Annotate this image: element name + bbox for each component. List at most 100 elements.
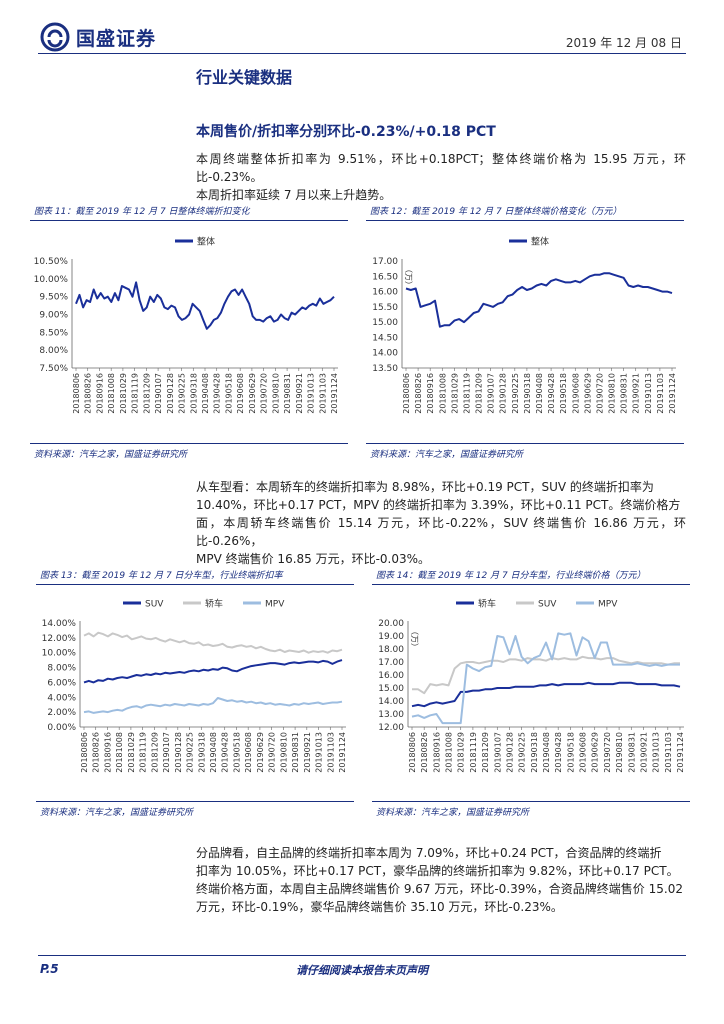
x-tick-label: 20190810 (615, 732, 624, 773)
x-tick-label: 20190408 (535, 373, 544, 414)
x-tick-label: 20190107 (493, 732, 502, 773)
legend-label: SUV (538, 600, 557, 610)
x-tick-label: 20181029 (127, 732, 136, 773)
footer-disclaimer: 请仔细阅读本报告末页声明 (296, 964, 428, 977)
x-tick-label: 20190518 (566, 732, 575, 773)
unit-label: （万） (404, 265, 413, 289)
x-tick-label: 20190629 (248, 373, 257, 414)
y-tick-label: 13.50 (372, 364, 398, 374)
series-line-SUV (83, 659, 343, 684)
x-tick-label: 20190518 (224, 373, 233, 414)
figure-14: 图表 14：截至 2019 年 12 月 7 日分车型，行业终端价格（万元） 1… (372, 566, 690, 818)
header-divider (38, 53, 686, 54)
y-tick-label: 15.00 (372, 318, 398, 328)
y-tick-label: 16.00 (372, 288, 398, 298)
y-tick-label: 16.00 (378, 671, 404, 681)
figure-13: 图表 13：截至 2019 年 12 月 7 日分车型，行业终端折扣率 0.00… (36, 566, 354, 818)
legend-label: 整体 (531, 236, 549, 248)
x-tick-label: 20191124 (338, 732, 347, 773)
y-tick-label: 15.50 (372, 303, 398, 313)
y-tick-label: 10.50% (34, 257, 69, 267)
series-line-MPV (83, 697, 343, 714)
x-tick-label: 20180806 (72, 373, 81, 414)
x-tick-label: 20191103 (656, 373, 665, 414)
paragraph-line: 10.40%，环比+0.17 PCT，MPV 的终端折扣率为 3.39%，环比+… (196, 498, 681, 512)
x-tick-label: 20180826 (92, 732, 101, 773)
x-tick-label: 20181209 (150, 732, 159, 773)
y-tick-label: 4.00% (47, 693, 76, 703)
series-line-轿车 (411, 681, 681, 708)
x-tick-label: 20190428 (547, 373, 556, 414)
x-tick-label: 20190921 (303, 732, 312, 773)
page-number: P.5 (40, 962, 59, 976)
x-tick-label: 20190128 (499, 373, 508, 414)
x-tick-label: 20181008 (115, 732, 124, 773)
footer-divider (38, 955, 686, 956)
company-logo: 国盛证券 (40, 22, 156, 52)
x-tick-label: 20181008 (107, 373, 116, 414)
x-tick-label: 20190408 (201, 373, 210, 414)
x-tick-label: 20181119 (462, 373, 471, 414)
x-tick-label: 20190225 (511, 373, 520, 414)
paragraph-line: 分品牌看，自主品牌的终端折扣率本周为 7.09%，环比+0.24 PCT，合资品… (196, 846, 662, 860)
y-tick-label: 2.00% (47, 708, 76, 718)
x-tick-label: 20190629 (256, 732, 265, 773)
report-date: 2019 年 12 月 08 日 (565, 36, 682, 50)
x-tick-label: 20190318 (197, 732, 206, 773)
x-tick-label: 20190720 (595, 373, 604, 414)
y-tick-label: 7.50% (39, 364, 68, 374)
figure-11: 图表 11：截至 2019 年 12 月 7 日整体终端折扣变化 7.50% 8.… (30, 202, 348, 460)
x-tick-label: 20190831 (620, 373, 629, 414)
legend-label: MPV (265, 600, 285, 610)
x-tick-label: 20190408 (209, 732, 218, 773)
x-tick-label: 20190720 (268, 732, 277, 773)
x-tick-label: 20190629 (583, 373, 592, 414)
x-tick-label: 20190810 (279, 732, 288, 773)
x-tick-label: 20191103 (664, 732, 673, 773)
x-tick-label: 20190428 (221, 732, 230, 773)
paragraph-line: 本周折扣率延续 7 月以来上升趋势。 (196, 188, 392, 202)
y-tick-label: 14.00% (42, 619, 77, 629)
x-tick-label: 20190128 (166, 373, 175, 414)
figure-14-source: 资料来源：汽车之家，国盛证券研究所 (372, 801, 690, 818)
x-tick-label: 20191103 (326, 732, 335, 773)
y-tick-label: 9.00% (39, 311, 68, 321)
x-tick-label: 20190225 (186, 732, 195, 773)
chart-11: 7.50% 8.00% 8.50% 9.00% 9.50% 10.00% 10.50% 201… (34, 236, 339, 414)
series-line-轿车 (83, 631, 343, 654)
legend-label: 轿车 (205, 598, 223, 610)
x-tick-label: 20190608 (236, 373, 245, 414)
figure-12: 图表 12：截至 2019 年 12 月 7 日整体终端价格变化（万元） 13.… (366, 202, 684, 460)
figure-12-title: 图表 12：截至 2019 年 12 月 7 日整体终端价格变化（万元） (366, 202, 684, 221)
paragraph-line: 终端价格方面，本周自主品牌终端售价 9.67 万元，环比-0.39%，合资品牌终… (196, 882, 683, 896)
y-tick-label: 17.00 (378, 658, 404, 668)
x-tick-label: 20190720 (260, 373, 269, 414)
paragraph-by-type: 从车型看：本周轿车的终端折扣率为 8.98%，环比+0.19 PCT，SUV 的… (196, 478, 686, 568)
x-tick-label: 20180826 (84, 373, 93, 414)
unit-label: （万） (410, 627, 419, 651)
y-tick-label: 12.00% (42, 634, 77, 644)
x-tick-label: 20180806 (408, 732, 417, 773)
figure-13-source: 资料来源：汽车之家，国盛证券研究所 (36, 801, 354, 818)
paragraph-by-brand: 分品牌看，自主品牌的终端折扣率本周为 7.09%，环比+0.24 PCT，合资品… (196, 844, 686, 916)
x-tick-label: 20190318 (189, 373, 198, 414)
x-tick-label: 20191013 (307, 373, 316, 414)
x-tick-label: 20190518 (232, 732, 241, 773)
x-tick-label: 20190831 (291, 732, 300, 773)
x-tick-label: 20190107 (487, 373, 496, 414)
company-name: 国盛证券 (76, 27, 157, 50)
x-tick-label: 20190428 (554, 732, 563, 773)
y-tick-label: 10.00% (42, 649, 77, 659)
x-tick-label: 20181209 (142, 373, 151, 414)
y-tick-label: 18.00 (378, 645, 404, 655)
x-tick-label: 20190225 (178, 373, 187, 414)
paragraph-line: 万元，环比-0.19%，豪华品牌终端售价 35.10 万元，环比-0.23%。 (196, 900, 563, 914)
paragraph-line: 本周终端整体折扣率为 9.51%，环比+0.18PCT；整体终端价格为 15.9… (196, 152, 686, 184)
x-tick-label: 20190225 (518, 732, 527, 773)
x-tick-label: 20190428 (213, 373, 222, 414)
x-tick-label: 20181209 (481, 732, 490, 773)
x-tick-label: 20190629 (591, 732, 600, 773)
legend-label: 整体 (197, 236, 215, 248)
x-tick-label: 20190608 (244, 732, 253, 773)
x-tick-label: 20180916 (95, 373, 104, 414)
